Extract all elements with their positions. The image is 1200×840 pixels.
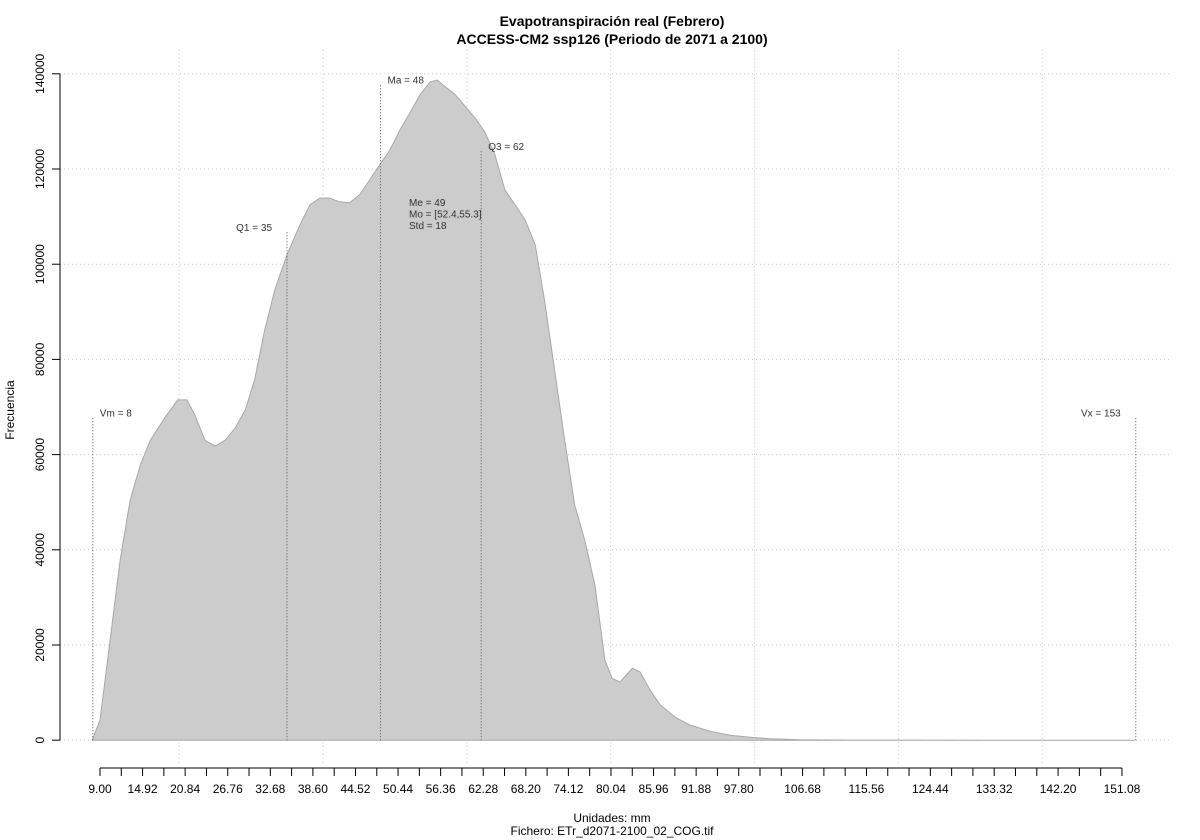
x-axis-label: Unidades: mm [573, 811, 650, 825]
y-tick-label: 100000 [33, 244, 47, 284]
x-tick-label: 133.32 [976, 782, 1013, 796]
x-tick-label: 91.88 [681, 782, 711, 796]
x-tick-label: 14.92 [128, 782, 158, 796]
y-tick-label: 60000 [33, 438, 47, 472]
x-tick-label: 44.52 [340, 782, 370, 796]
x-tick-label: 62.28 [468, 782, 498, 796]
density-area [91, 79, 1136, 741]
x-tick-label: 50.44 [383, 782, 413, 796]
x-tick-label: 85.96 [639, 782, 669, 796]
marker-label: Ma = 48 [388, 75, 425, 86]
marker-label: Q1 = 35 [236, 223, 272, 234]
stat-label: Std = 18 [409, 221, 447, 232]
y-axis-label: Frecuencia [3, 380, 17, 440]
x-tick-label: 32.68 [255, 782, 285, 796]
x-tick-label: 68.20 [511, 782, 541, 796]
y-tick-label: 0 [33, 737, 47, 744]
stat-label: Mo = [52.4,55.3] [409, 210, 482, 221]
y-tick-label: 140000 [33, 53, 47, 93]
y-tick-label: 80000 [33, 342, 47, 376]
x-tick-label: 74.12 [553, 782, 583, 796]
x-tick-label: 115.56 [849, 782, 885, 796]
chart-subtitle: ACCESS-CM2 ssp126 (Periodo de 2071 a 210… [456, 31, 767, 47]
x-tick-label: 80.04 [596, 782, 626, 796]
y-tick-label: 20000 [33, 628, 47, 662]
y-tick-label: 40000 [33, 533, 47, 567]
x-tick-label: 106.68 [784, 782, 821, 796]
x-tick-label: 124.44 [912, 782, 949, 796]
marker-label: Q3 = 62 [488, 142, 524, 153]
x-tick-label: 151.08 [1104, 782, 1141, 796]
x-tick-label: 26.76 [213, 782, 243, 796]
y-tick-label: 120000 [33, 149, 47, 189]
stat-label: Me = 49 [409, 198, 446, 209]
x-tick-label: 9.00 [88, 782, 112, 796]
x-tick-label: 142.20 [1040, 782, 1077, 796]
marker-label: Vx = 153 [1081, 409, 1121, 420]
x-tick-label: 56.36 [426, 782, 456, 796]
x-tick-label: 20.84 [170, 782, 200, 796]
chart-title: Evapotranspiración real (Febrero) [500, 13, 725, 29]
x-tick-label: 97.80 [724, 782, 754, 796]
footer: Fichero: ETr_d2071-2100_02_COG.tif [511, 824, 715, 838]
marker-label: Vm = 8 [100, 409, 132, 420]
x-tick-label: 38.60 [298, 782, 328, 796]
